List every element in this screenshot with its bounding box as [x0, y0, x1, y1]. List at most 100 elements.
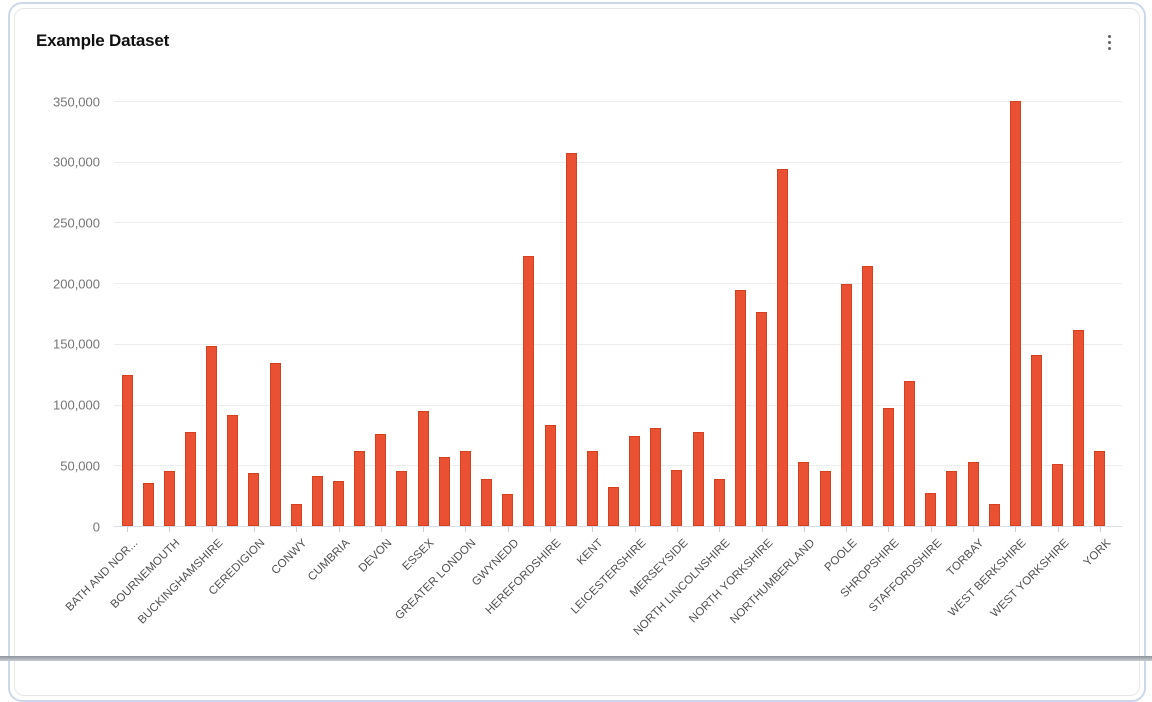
x-axis-tick [803, 527, 805, 532]
bar[interactable] [756, 312, 768, 526]
y-axis-tick-label: 0 [92, 519, 100, 534]
x-axis-tick [1057, 527, 1059, 532]
x-axis-line [114, 526, 1122, 527]
x-axis-tick [930, 527, 932, 532]
bar[interactable] [438, 457, 450, 526]
x-axis-tick [507, 527, 509, 532]
bar[interactable] [967, 462, 979, 526]
bar[interactable] [988, 504, 1000, 526]
bar[interactable] [713, 479, 725, 526]
bar[interactable] [565, 153, 577, 526]
x-axis-tick-label: YORK [1081, 537, 1114, 569]
x-axis-tick-label: TORBAY [944, 537, 987, 579]
x-axis-tick [211, 527, 213, 532]
bar[interactable] [142, 483, 154, 526]
bar[interactable] [946, 471, 958, 526]
bar[interactable] [1031, 355, 1043, 526]
x-axis-tick-label: NORTH YORKSHIRE [686, 537, 776, 626]
panel-menu-button[interactable] [1104, 33, 1115, 52]
x-axis-tick-label: POOLE [822, 537, 860, 574]
y-axis-tick-label: 150,000 [53, 336, 100, 352]
kebab-icon [1108, 35, 1111, 38]
x-axis-tick-label: CUMBRIA [305, 537, 353, 584]
y-axis-tick-label: 300,000 [53, 154, 100, 170]
bar[interactable] [459, 451, 471, 526]
gridline [114, 465, 1122, 467]
y-axis-tick-label: 250,000 [53, 215, 100, 231]
bar[interactable] [333, 481, 345, 526]
y-axis-tick-label: 100,000 [53, 397, 100, 413]
gridline [114, 161, 1122, 163]
x-axis-tick [592, 527, 594, 532]
bar[interactable] [840, 284, 852, 526]
x-axis-tick-label: KENT [575, 537, 606, 568]
bar[interactable] [163, 471, 175, 526]
bar[interactable] [882, 408, 894, 526]
gridline [114, 404, 1122, 406]
bar[interactable] [311, 476, 323, 526]
bar[interactable] [1094, 451, 1106, 526]
x-axis-tick-label: WEST YORKSHIRE [988, 537, 1072, 620]
bar[interactable] [248, 473, 260, 526]
bar[interactable] [734, 290, 746, 526]
gridline [114, 222, 1122, 224]
x-axis-tick-label: BATH AND NOR... [63, 537, 141, 614]
bar[interactable] [819, 471, 831, 526]
bar[interactable] [184, 432, 196, 526]
x-axis-tick [676, 527, 678, 532]
bar[interactable] [227, 415, 239, 526]
bar[interactable] [925, 493, 937, 526]
kebab-icon [1108, 47, 1111, 50]
bar-chart: 0 50,000 100,000 150,000 200,000 250,000 300,0… [15, 9, 1139, 695]
gridline [114, 101, 1122, 102]
bar[interactable] [121, 375, 133, 526]
x-axis-tick-label: CONWY [269, 537, 310, 578]
x-axis-tick [973, 527, 975, 532]
bar[interactable] [861, 266, 873, 526]
bar[interactable] [671, 470, 683, 526]
bar[interactable] [692, 432, 704, 526]
card-header: Example Dataset [15, 9, 1139, 73]
bar[interactable] [417, 411, 429, 526]
bar[interactable] [269, 363, 281, 526]
x-axis-tick [338, 527, 340, 532]
bar[interactable] [290, 504, 302, 526]
bar[interactable] [375, 434, 387, 526]
bar[interactable] [544, 425, 556, 526]
bar[interactable] [1009, 101, 1021, 526]
bar[interactable] [904, 381, 916, 526]
bar[interactable] [523, 256, 535, 526]
y-axis-tick-label: 50,000 [60, 458, 100, 474]
bar[interactable] [396, 471, 408, 526]
bar[interactable] [1073, 330, 1085, 526]
bottom-window-edge [0, 656, 1152, 661]
bar[interactable] [481, 479, 493, 526]
x-axis-tick-label: GREATER LONDON [393, 537, 479, 623]
bar[interactable] [1052, 464, 1064, 526]
bar[interactable] [629, 436, 641, 526]
bar[interactable] [777, 169, 789, 526]
x-axis-tick [169, 527, 171, 532]
panel-outer: Example Dataset 0 50,000 100,000 150,000 200… [8, 2, 1146, 702]
x-axis-tick [380, 527, 382, 532]
bar[interactable] [206, 346, 218, 526]
x-axis-tick [761, 527, 763, 532]
x-axis-tick-label: NORTHUMBERLAND [728, 537, 818, 627]
x-axis-tick-label: STAFFORDSHIRE [866, 537, 945, 615]
x-axis-tick-label: ESSEX [400, 537, 437, 573]
x-axis-tick [888, 527, 890, 532]
x-axis-tick-label: DEVON [356, 537, 395, 575]
gridline [114, 343, 1122, 345]
x-axis-tick [465, 527, 467, 532]
x-axis-tick [1099, 527, 1101, 532]
bar[interactable] [650, 428, 662, 526]
x-axis-tick [719, 527, 721, 532]
chart-card: Example Dataset 0 50,000 100,000 150,000 200… [14, 8, 1140, 696]
bar[interactable] [354, 451, 366, 526]
x-axis-tick [550, 527, 552, 532]
bar[interactable] [586, 451, 598, 526]
y-axis-tick-label: 350,000 [53, 94, 100, 109]
bar[interactable] [607, 487, 619, 526]
bar[interactable] [502, 494, 514, 526]
bar[interactable] [798, 462, 810, 526]
